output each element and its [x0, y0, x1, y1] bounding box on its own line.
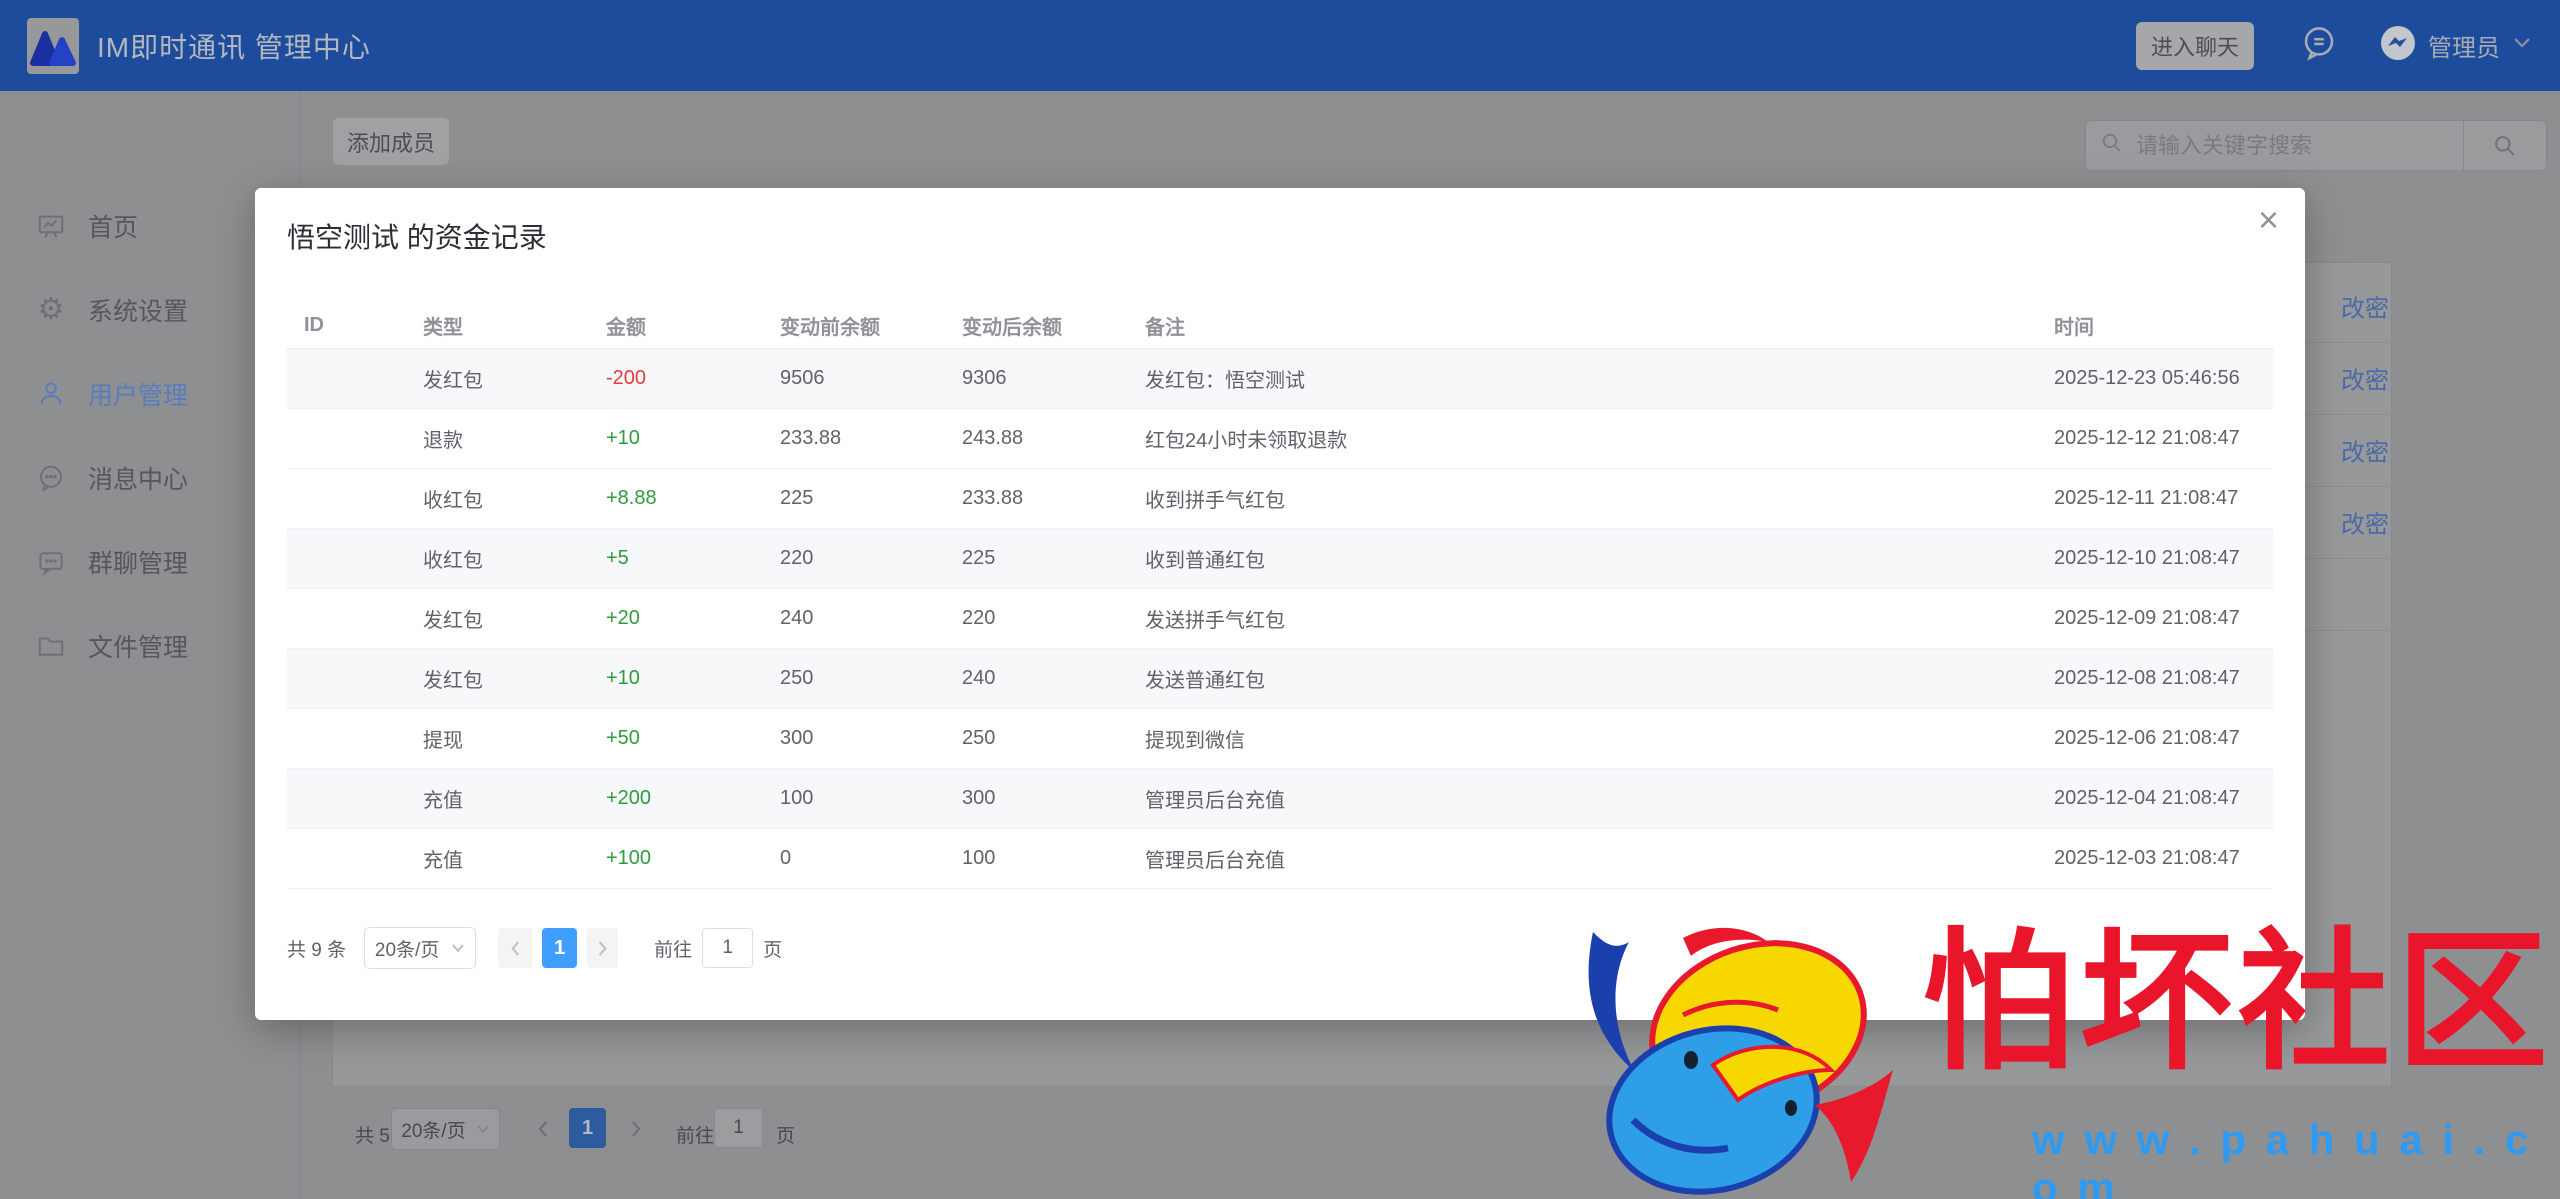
sidebar-item-users[interactable]: 用户管理 [36, 371, 188, 417]
change-password-link[interactable]: 改密 [2341, 439, 2389, 467]
col-amount: 金额 [589, 303, 763, 349]
col-time: 时间 [2037, 303, 2273, 349]
sidebar-item-files[interactable]: 文件管理 [36, 623, 188, 669]
message-bubble-icon[interactable] [2300, 24, 2338, 67]
admin-label[interactable]: 管理员 [2428, 35, 2500, 62]
app-title: IM即时通讯 管理中心 [97, 31, 371, 63]
prev-page-button[interactable] [498, 928, 533, 968]
funds-table: ID 类型 金额 变动前余额 变动后余额 备注 时间 发红包 -200 9506… [287, 303, 2273, 889]
enter-chat-button[interactable]: 进入聊天 [2136, 21, 2254, 70]
search-submit-button[interactable] [2463, 121, 2546, 170]
goto-page-input[interactable] [714, 1108, 763, 1148]
page-number-1[interactable]: 1 [569, 1108, 606, 1148]
table-row: 充值 +100 0 100 管理员后台充值 2025-12-03 21:08:4… [287, 828, 2273, 889]
logo-mountains-icon [30, 30, 76, 66]
col-remark: 备注 [1128, 303, 2037, 349]
search-icon [2100, 131, 2124, 160]
sidebar-item-label: 用户管理 [88, 382, 189, 410]
add-member-button[interactable]: 添加成员 [332, 117, 450, 166]
change-password-link[interactable]: 改密 [2341, 367, 2389, 395]
chevron-down-icon [477, 1125, 489, 1134]
sidebar-item-label: 文件管理 [88, 634, 189, 662]
page-unit-label: 页 [763, 939, 783, 961]
sidebar: 首页 ⚙ 系统设置 用户管理 消息中心 [0, 91, 301, 1199]
table-row: 发红包 -200 9506 9306 发红包：悟空测试 2025-12-23 0… [287, 348, 2273, 409]
table-row: 提现 +50 300 250 提现到微信 2025-12-06 21:08:47 [287, 708, 2273, 769]
search-icon [2495, 135, 2515, 155]
sidebar-item-label: 系统设置 [88, 298, 189, 326]
sidebar-item-label: 群聊管理 [88, 550, 189, 578]
table-row: 收红包 +5 220 225 收到普通红包 2025-12-10 21:08:4… [287, 528, 2273, 589]
search-box [2085, 120, 2547, 171]
sidebar-item-label: 首页 [88, 214, 139, 242]
background-pagination: 共 5 条 20条/页 1 前往 页 [333, 1108, 2391, 1168]
page-size-select[interactable]: 20条/页 [391, 1108, 500, 1150]
goto-label: 前往 [676, 1126, 715, 1147]
next-page-button[interactable] [587, 928, 619, 968]
table-row: 充值 +200 100 300 管理员后台充值 2025-12-04 21:08… [287, 768, 2273, 829]
table-row: 收红包 +8.88 225 233.88 收到拼手气红包 2025-12-11 … [287, 468, 2273, 529]
sidebar-item-home[interactable]: 首页 [36, 203, 138, 249]
chat-round-icon [40, 465, 62, 492]
sidebar-item-settings[interactable]: ⚙ 系统设置 [36, 287, 188, 333]
folder-icon [38, 637, 64, 656]
page-number-1[interactable]: 1 [542, 928, 578, 968]
search-input[interactable] [2124, 120, 2463, 171]
chevron-down-icon [452, 944, 465, 953]
table-row: 发红包 +10 250 240 发送普通红包 2025-12-08 21:08:… [287, 648, 2273, 709]
top-navbar: IM即时通讯 管理中心 进入聊天 管理员 [0, 0, 2560, 91]
goto-page-input[interactable] [702, 928, 754, 968]
change-password-link[interactable]: 改密 [2341, 511, 2389, 539]
chat-square-icon [39, 552, 63, 576]
close-icon[interactable]: × [2257, 199, 2279, 240]
change-password-link[interactable]: 改密 [2341, 295, 2389, 323]
chevron-down-icon[interactable] [2512, 36, 2532, 55]
gear-icon: ⚙ [37, 293, 65, 326]
page-size-select[interactable]: 20条/页 [364, 927, 477, 969]
table-row: 退款 +10 233.88 243.88 红包24小时未领取退款 2025-12… [287, 408, 2273, 469]
sidebar-item-label: 消息中心 [88, 466, 189, 494]
col-balance-after: 变动后余额 [945, 303, 1128, 349]
goto-label: 前往 [654, 939, 693, 961]
user-icon [40, 382, 62, 405]
col-id: ID [287, 303, 406, 349]
dashboard-icon [38, 215, 64, 238]
next-page-button[interactable] [629, 1119, 643, 1145]
col-type: 类型 [406, 303, 589, 349]
modal-pagination: 共 9 条 20条/页 1 前往 页 [287, 926, 782, 970]
sidebar-item-messages[interactable]: 消息中心 [36, 455, 188, 501]
prev-page-button[interactable] [536, 1119, 550, 1145]
total-count: 共 9 条 [287, 939, 347, 961]
app-logo [27, 17, 79, 74]
table-row: 发红包 +20 240 220 发送拼手气红包 2025-12-09 21:08… [287, 588, 2273, 649]
page-unit-label: 页 [776, 1126, 796, 1147]
table-header-row: ID 类型 金额 变动前余额 变动后余额 备注 时间 [287, 303, 2273, 349]
sidebar-item-groups[interactable]: 群聊管理 [36, 539, 188, 585]
navbar-right: 进入聊天 管理员 [2136, 21, 2532, 70]
funds-record-dialog: 悟空测试 的资金记录 × ID 类型 金额 变动前余额 变动后余额 备注 时间 [255, 188, 2305, 1020]
messenger-avatar-icon[interactable] [2380, 25, 2416, 66]
col-balance-before: 变动前余额 [763, 303, 945, 349]
dialog-title: 悟空测试 的资金记录 [287, 222, 547, 253]
